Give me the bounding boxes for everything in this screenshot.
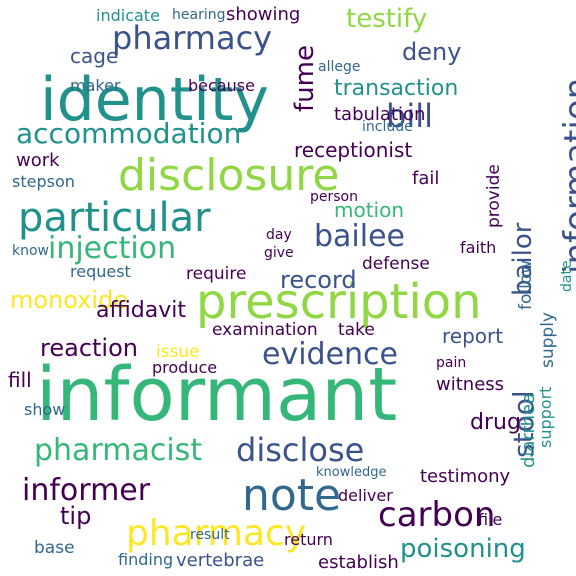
word-work: tabulation bbox=[334, 104, 426, 125]
word-testimony: testimony bbox=[420, 466, 511, 487]
word-because: maker bbox=[70, 76, 121, 95]
word-take: take bbox=[338, 320, 375, 340]
word-injection: injection bbox=[48, 231, 177, 266]
word-date: date bbox=[559, 260, 575, 292]
word-cage: cage bbox=[70, 44, 119, 68]
word-showing: work bbox=[16, 150, 60, 171]
word-accommodation: accommodation bbox=[16, 117, 242, 150]
word-person: person bbox=[310, 189, 358, 205]
word-return: return bbox=[284, 530, 333, 549]
word-provide: provide bbox=[484, 164, 504, 228]
word-informant: informant bbox=[36, 352, 398, 438]
word-finding: finding bbox=[118, 550, 174, 569]
word-defense: defense bbox=[362, 254, 430, 274]
word-diarrhea-word: establish bbox=[318, 552, 399, 573]
word-witness: witness bbox=[436, 374, 505, 395]
word-pharmacy-word: pharmacy bbox=[112, 19, 273, 57]
word-particular: particular bbox=[18, 195, 211, 241]
word-drug: drug bbox=[470, 410, 521, 435]
word-monoxide: monoxide bbox=[10, 286, 129, 314]
word-bailee: bailee bbox=[314, 219, 406, 254]
word-informer: informer bbox=[22, 473, 151, 508]
word-poisoning: poisoning bbox=[400, 534, 526, 564]
word-include: include bbox=[362, 119, 413, 135]
word-give: give bbox=[264, 245, 294, 261]
word-deny: deny bbox=[402, 38, 462, 66]
word-support: support bbox=[536, 386, 555, 448]
word-maker: showing bbox=[226, 4, 301, 25]
word-fill: fill bbox=[8, 368, 32, 392]
word-allege: allege bbox=[318, 59, 361, 75]
word-note: note bbox=[242, 470, 342, 521]
word-produce: produce bbox=[152, 358, 218, 377]
word-reaction-text: reaction bbox=[40, 334, 138, 362]
word-testify: testify bbox=[346, 4, 428, 34]
word-deliver: deliver bbox=[338, 486, 393, 505]
word-carbon: carbon bbox=[378, 495, 496, 535]
word-disclose: disclose bbox=[236, 431, 365, 469]
word-pharmacist: pharmacist bbox=[34, 433, 203, 468]
word-result: result bbox=[190, 527, 230, 543]
word-information: information bbox=[557, 77, 576, 274]
word-faith: faith bbox=[460, 238, 497, 257]
word-fume: fume bbox=[290, 45, 320, 112]
word-day: day bbox=[266, 227, 292, 243]
word-pain: pain bbox=[436, 355, 467, 371]
word-evidence: evidence bbox=[262, 337, 399, 372]
word-fail: fail bbox=[412, 168, 440, 189]
word-base: base bbox=[34, 538, 75, 558]
word-require: require bbox=[186, 264, 247, 284]
word-record: record bbox=[280, 266, 357, 294]
word-transaction: transaction bbox=[334, 76, 459, 101]
word-knowledge: knowledge bbox=[316, 465, 387, 480]
word-issue: issue bbox=[156, 342, 200, 362]
word-vertebrae: indicate bbox=[96, 6, 160, 25]
word-bill: bill bbox=[386, 97, 433, 135]
word-identity: identity bbox=[40, 65, 269, 135]
word-receptionist: receptionist bbox=[294, 138, 413, 162]
word-bailment: pharmacy bbox=[126, 513, 307, 554]
word-know: know bbox=[12, 243, 49, 259]
word-stepson: stepson bbox=[12, 172, 75, 191]
word-prescription: prescription bbox=[196, 274, 482, 330]
word-establish: vertebrae bbox=[176, 550, 265, 571]
word-follow: follow bbox=[516, 259, 536, 310]
word-hearing: hearing bbox=[172, 7, 226, 23]
word-indicate: because bbox=[188, 76, 255, 95]
word-show: show bbox=[24, 400, 66, 419]
word-supply: supply bbox=[538, 312, 558, 368]
word-report: report bbox=[442, 324, 504, 348]
word-affidavit: affidavit bbox=[96, 298, 186, 323]
word-request: request bbox=[70, 262, 131, 281]
word-file: file bbox=[478, 510, 503, 529]
word-tip: tip bbox=[60, 502, 92, 530]
word-disclosure: disclosure bbox=[118, 150, 340, 201]
word-examination: examination bbox=[212, 320, 318, 340]
word-motion: motion bbox=[334, 198, 405, 222]
